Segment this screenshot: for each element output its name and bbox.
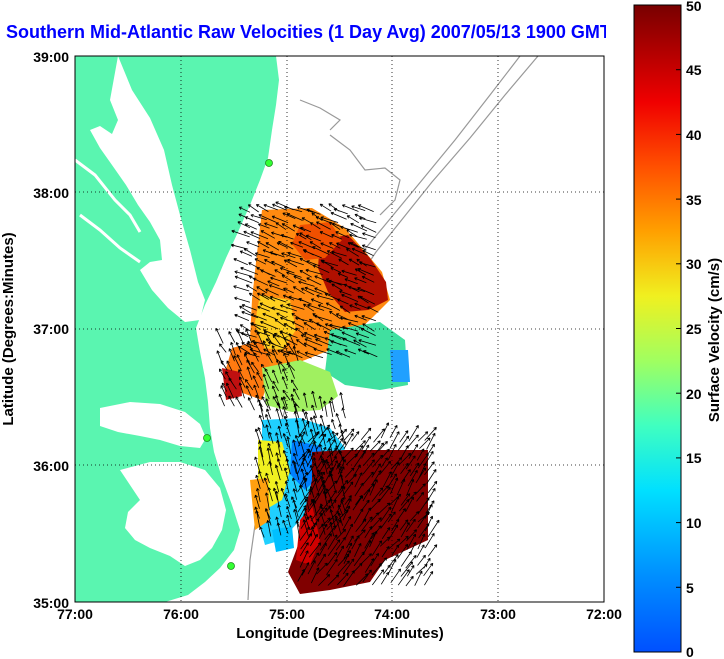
land-mass (75, 56, 279, 602)
colorbar-gradient (633, 4, 682, 653)
x-tick-label: 73:00 (480, 606, 516, 622)
map-title: Southern Mid-Atlantic Raw Velocities (1 … (6, 22, 606, 42)
colorbar-tick-label: 35 (686, 192, 702, 208)
river-rappahannock (79, 213, 141, 264)
x-tick-label: 74:00 (374, 606, 410, 622)
velocity-arrows (215, 201, 440, 587)
x-axis: 77:00 76:00 75:00 74:00 73:00 72:00 Long… (57, 606, 622, 642)
y-tick-label: 38:00 (33, 185, 69, 201)
y-tick-label: 37:00 (33, 321, 69, 337)
x-tick-label: 76:00 (163, 606, 199, 622)
sound-albemarle (100, 402, 206, 448)
y-tick-label: 39:00 (33, 49, 69, 65)
colorbar-tick-label: 45 (686, 62, 702, 78)
station-marker (227, 562, 235, 570)
chesapeake-bay (90, 56, 205, 322)
colorbar-tick-label: 20 (686, 386, 702, 402)
plot-frame (74, 55, 605, 603)
colorbar: 50 45 40 35 30 25 20 15 10 5 0 Surface V… (633, 0, 723, 659)
y-axis: 39:00 38:00 37:00 36:00 35:00 Latitude (… (0, 49, 69, 611)
colorbar-tick-label: 25 (686, 321, 702, 337)
y-tick-label: 36:00 (33, 458, 69, 474)
grid-lines (75, 56, 604, 602)
sound-pamlico (120, 462, 226, 566)
colorbar-tick-label: 0 (686, 644, 694, 659)
velocity-arrow-set (215, 201, 440, 587)
colorbar-tick-label: 30 (686, 256, 702, 272)
radar-stations (203, 159, 273, 570)
x-tick-label: 72:00 (586, 606, 622, 622)
colorbar-label: Surface Velocity (cm/s) (706, 258, 723, 422)
x-tick-label: 77:00 (57, 606, 93, 622)
colorbar-tick-label: 10 (686, 515, 702, 531)
river-potomac (75, 158, 142, 233)
x-tick-label: 75:00 (269, 606, 305, 622)
y-axis-label: Latitude (Degrees:Minutes) (0, 232, 17, 425)
colorbar-tick-label: 5 (686, 580, 694, 596)
station-marker (203, 434, 211, 442)
colorbar-tick-label: 50 (686, 0, 702, 14)
colorbar-tick-label: 15 (686, 450, 702, 466)
station-marker (265, 159, 273, 167)
y-tick-label: 35:00 (33, 595, 69, 611)
colorbar-tick-label: 40 (686, 127, 702, 143)
x-axis-label: Longitude (Degrees:Minutes) (236, 625, 444, 642)
